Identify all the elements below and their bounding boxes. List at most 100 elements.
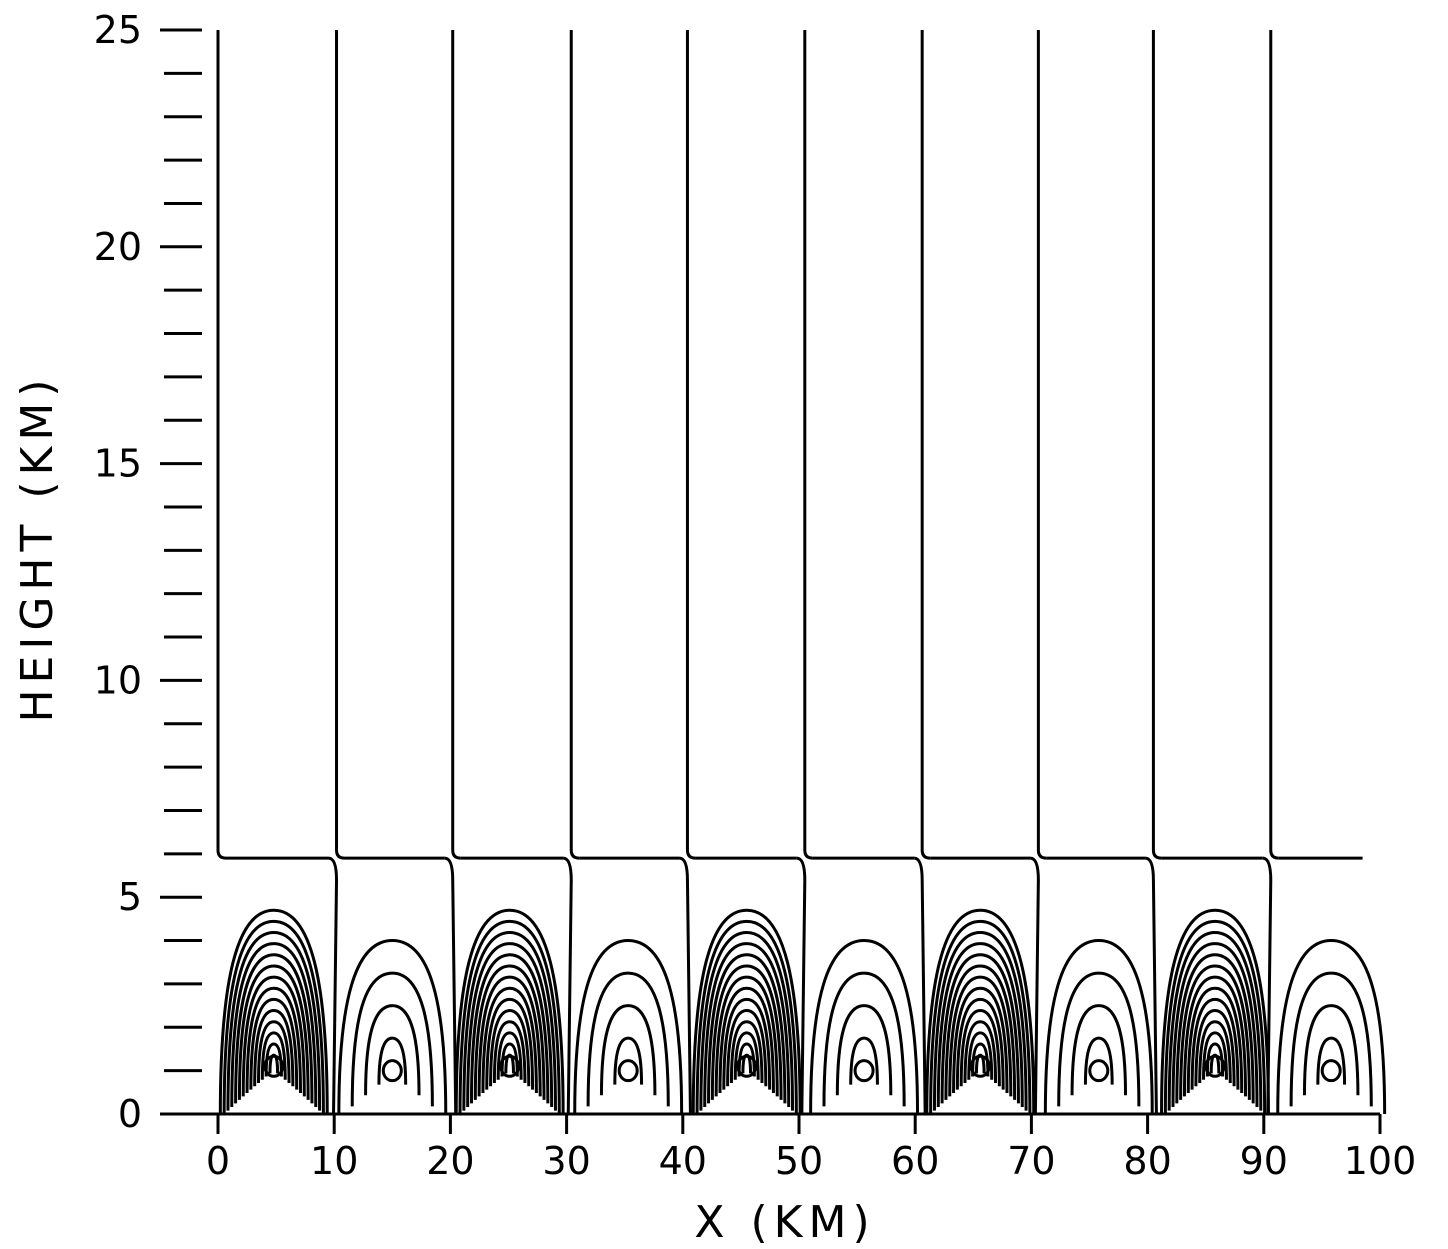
strong-cell-contour bbox=[932, 931, 1028, 1111]
strong-cell-contour bbox=[1186, 986, 1244, 1093]
boundary-lower-line bbox=[1145, 856, 1158, 1115]
boundary-upper-line bbox=[216, 30, 227, 860]
strong-cell-contour bbox=[714, 975, 779, 1097]
strong-cell-contour bbox=[458, 919, 561, 1115]
strong-cell-contour bbox=[1182, 975, 1248, 1097]
strong-cell-contour bbox=[929, 919, 1032, 1115]
boundary-upper-line bbox=[335, 30, 345, 860]
strong-cell-contour bbox=[955, 997, 1005, 1090]
cell-center-contour bbox=[381, 1059, 403, 1083]
weak-cell-contour bbox=[849, 1036, 879, 1085]
strong-cell-contour bbox=[959, 1009, 1001, 1087]
x-tick-label: 10 bbox=[310, 1139, 358, 1183]
weak-cell-contour bbox=[337, 939, 448, 1115]
strong-cell-contour bbox=[722, 997, 772, 1090]
boundary-lower-line bbox=[679, 856, 692, 1115]
cell-center-contour bbox=[1204, 1054, 1226, 1078]
strong-cell-contour bbox=[496, 1031, 523, 1080]
strong-cell-contour bbox=[940, 953, 1020, 1104]
strong-cell-contour bbox=[729, 1020, 764, 1083]
weak-cell-contour bbox=[835, 1004, 893, 1096]
strong-cell-contour bbox=[226, 931, 322, 1111]
boundary-lower-line bbox=[796, 856, 807, 1115]
weak-cell-contour bbox=[1289, 971, 1373, 1107]
strong-cell-contour bbox=[1163, 919, 1267, 1115]
weak-cell-contour bbox=[573, 939, 684, 1115]
strong-cell-contour bbox=[1167, 931, 1263, 1111]
strong-cell-contour bbox=[237, 964, 310, 1100]
weak-cell-contour bbox=[1083, 1036, 1114, 1085]
strong-cell-contour bbox=[249, 997, 299, 1090]
boundary-lower-line bbox=[562, 856, 573, 1115]
x-tick-label: 40 bbox=[659, 1139, 707, 1183]
weak-cell-contour bbox=[599, 1004, 657, 1096]
strong-cell-contour bbox=[936, 942, 1024, 1107]
weak-cell-contour bbox=[1302, 1004, 1360, 1096]
strong-cell-contour bbox=[699, 931, 795, 1111]
boundary-upper-line bbox=[920, 30, 931, 860]
strong-cell-contour bbox=[485, 997, 535, 1090]
cell-center-contour bbox=[969, 1054, 991, 1078]
strong-cell-contour bbox=[492, 1020, 527, 1083]
strong-cell-contour bbox=[473, 964, 546, 1100]
boundary-upper-line bbox=[1269, 30, 1279, 860]
x-tick-label: 90 bbox=[1240, 1139, 1288, 1183]
strong-cell-contour bbox=[218, 908, 329, 1115]
strong-cell-contour bbox=[489, 1009, 531, 1087]
strong-cell-contour bbox=[952, 986, 1009, 1093]
strong-cell-contour bbox=[454, 908, 565, 1115]
weak-cell-contour bbox=[586, 971, 670, 1107]
strong-cell-contour bbox=[1171, 942, 1259, 1107]
strong-cell-contour bbox=[257, 1020, 291, 1083]
weak-cell-contour bbox=[364, 1004, 421, 1096]
strong-cell-contour bbox=[707, 953, 787, 1104]
boundary-upper-line bbox=[803, 30, 813, 860]
strong-cell-contour bbox=[1160, 908, 1270, 1115]
weak-cell-contour bbox=[1070, 1004, 1128, 1096]
strong-cell-contour bbox=[222, 919, 325, 1115]
strong-cell-contour bbox=[462, 931, 557, 1111]
weak-cell-contour bbox=[1316, 1036, 1347, 1085]
strong-cell-contour bbox=[948, 975, 1013, 1097]
strong-cell-contour bbox=[1198, 1020, 1232, 1083]
boundary-lower-line bbox=[913, 856, 927, 1115]
y-tick-label: 20 bbox=[94, 225, 142, 269]
x-axis-title: X (KM) bbox=[694, 1197, 875, 1248]
y-tick-label: 10 bbox=[94, 658, 142, 702]
weak-cell-contour bbox=[1043, 939, 1154, 1115]
x-tick-label: 100 bbox=[1344, 1139, 1417, 1183]
x-tick-label: 20 bbox=[426, 1139, 474, 1183]
strong-cell-contour bbox=[925, 908, 1036, 1115]
y-axis-ticks: 0 5 10 15 20 25 bbox=[94, 8, 202, 1136]
strong-cell-contour bbox=[1190, 997, 1240, 1090]
weak-cell-contour bbox=[809, 939, 920, 1115]
cell-center-contour bbox=[617, 1059, 639, 1083]
strong-cell-contour bbox=[710, 964, 783, 1100]
cell-center-contour bbox=[499, 1054, 521, 1078]
strong-cell-contour bbox=[967, 1031, 994, 1080]
strong-cell-contour bbox=[1175, 953, 1255, 1104]
x-tick-label: 80 bbox=[1123, 1139, 1171, 1183]
boundary-upper-line bbox=[569, 30, 580, 860]
strong-cell-contour bbox=[253, 1009, 295, 1087]
cell-center-contour bbox=[736, 1054, 758, 1078]
cell-center-contour bbox=[263, 1054, 285, 1078]
strong-cell-contour bbox=[466, 942, 554, 1107]
cell-center-contour bbox=[1320, 1059, 1342, 1083]
strong-cell-contour bbox=[230, 942, 318, 1107]
weak-cell-contour bbox=[350, 971, 434, 1107]
x-tick-label: 70 bbox=[1007, 1139, 1055, 1183]
strong-cell-contour bbox=[1202, 1031, 1228, 1080]
strong-cell-contour bbox=[718, 986, 775, 1093]
strong-cell-contour bbox=[695, 919, 798, 1115]
strong-cell-contour bbox=[703, 942, 791, 1107]
boundary-upper-line bbox=[1151, 30, 1162, 860]
boundary-upper-line bbox=[685, 30, 696, 860]
strong-cell-contour bbox=[241, 975, 306, 1097]
x-tick-label: 30 bbox=[542, 1139, 590, 1183]
x-tick-label: 60 bbox=[891, 1139, 939, 1183]
strong-cell-contour bbox=[944, 964, 1017, 1100]
x-axis-ticks: 0 10 20 30 40 50 60 70 80 90 100 bbox=[206, 1114, 1416, 1183]
y-axis-title: HEIGHT (KM) bbox=[12, 373, 63, 722]
